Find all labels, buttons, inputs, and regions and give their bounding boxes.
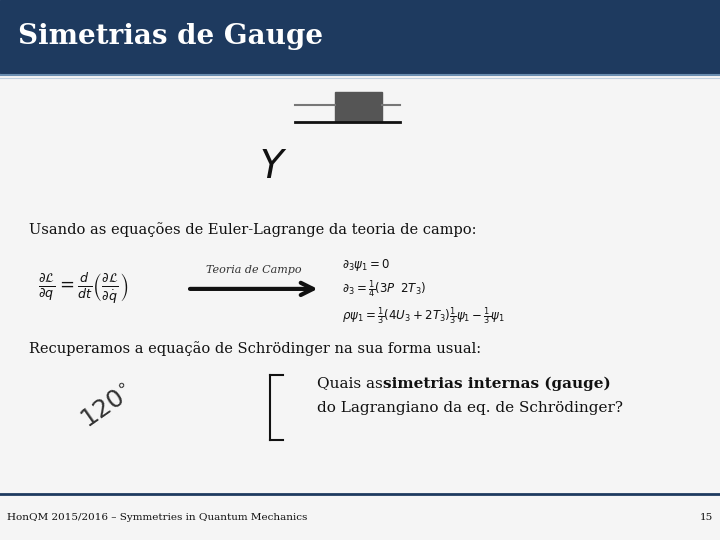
Text: Teoria de Campo: Teoria de Campo bbox=[206, 265, 301, 275]
Text: Usando as equações de Euler-Lagrange da teoria de campo:: Usando as equações de Euler-Lagrange da … bbox=[29, 222, 477, 237]
Text: $\frac{\partial \mathcal{L}}{\partial q} = \frac{d}{dt}\left(\frac{\partial \mat: $\frac{\partial \mathcal{L}}{\partial q}… bbox=[37, 272, 128, 306]
Text: $\rho\psi_1 = \frac{1}{3}(4U_3 + 2T_3)\frac{1}{3}\psi_1 - \frac{1}{3}\psi_1$: $\rho\psi_1 = \frac{1}{3}(4U_3 + 2T_3)\f… bbox=[342, 305, 505, 327]
Bar bbox=[0, 0, 720, 73]
Text: do Lagrangiano da eq. de Schrödinger?: do Lagrangiano da eq. de Schrödinger? bbox=[317, 401, 623, 415]
Text: simetrias internas (gauge): simetrias internas (gauge) bbox=[383, 376, 611, 390]
Text: $\partial_3 = \frac{1}{4}(3P \;\; 2T_3)$: $\partial_3 = \frac{1}{4}(3P \;\; 2T_3)$ bbox=[342, 278, 426, 300]
Text: Simetrias de Gauge: Simetrias de Gauge bbox=[18, 23, 323, 50]
Text: 15: 15 bbox=[700, 512, 713, 522]
Text: $\partial_3\psi_1 = 0$: $\partial_3\psi_1 = 0$ bbox=[342, 256, 390, 273]
Text: $\mathit{Y}$: $\mathit{Y}$ bbox=[259, 148, 288, 186]
Text: Quais as: Quais as bbox=[317, 376, 387, 390]
Text: Recuperamos a equação de Schrödinger na sua forma usual:: Recuperamos a equação de Schrödinger na … bbox=[29, 341, 481, 356]
Bar bbox=[335, 92, 382, 122]
Text: HonQM 2015/2016 – Symmetries in Quantum Mechanics: HonQM 2015/2016 – Symmetries in Quantum … bbox=[7, 512, 307, 522]
Text: $\mathit{120^{\circ}}$: $\mathit{120^{\circ}}$ bbox=[78, 382, 138, 434]
